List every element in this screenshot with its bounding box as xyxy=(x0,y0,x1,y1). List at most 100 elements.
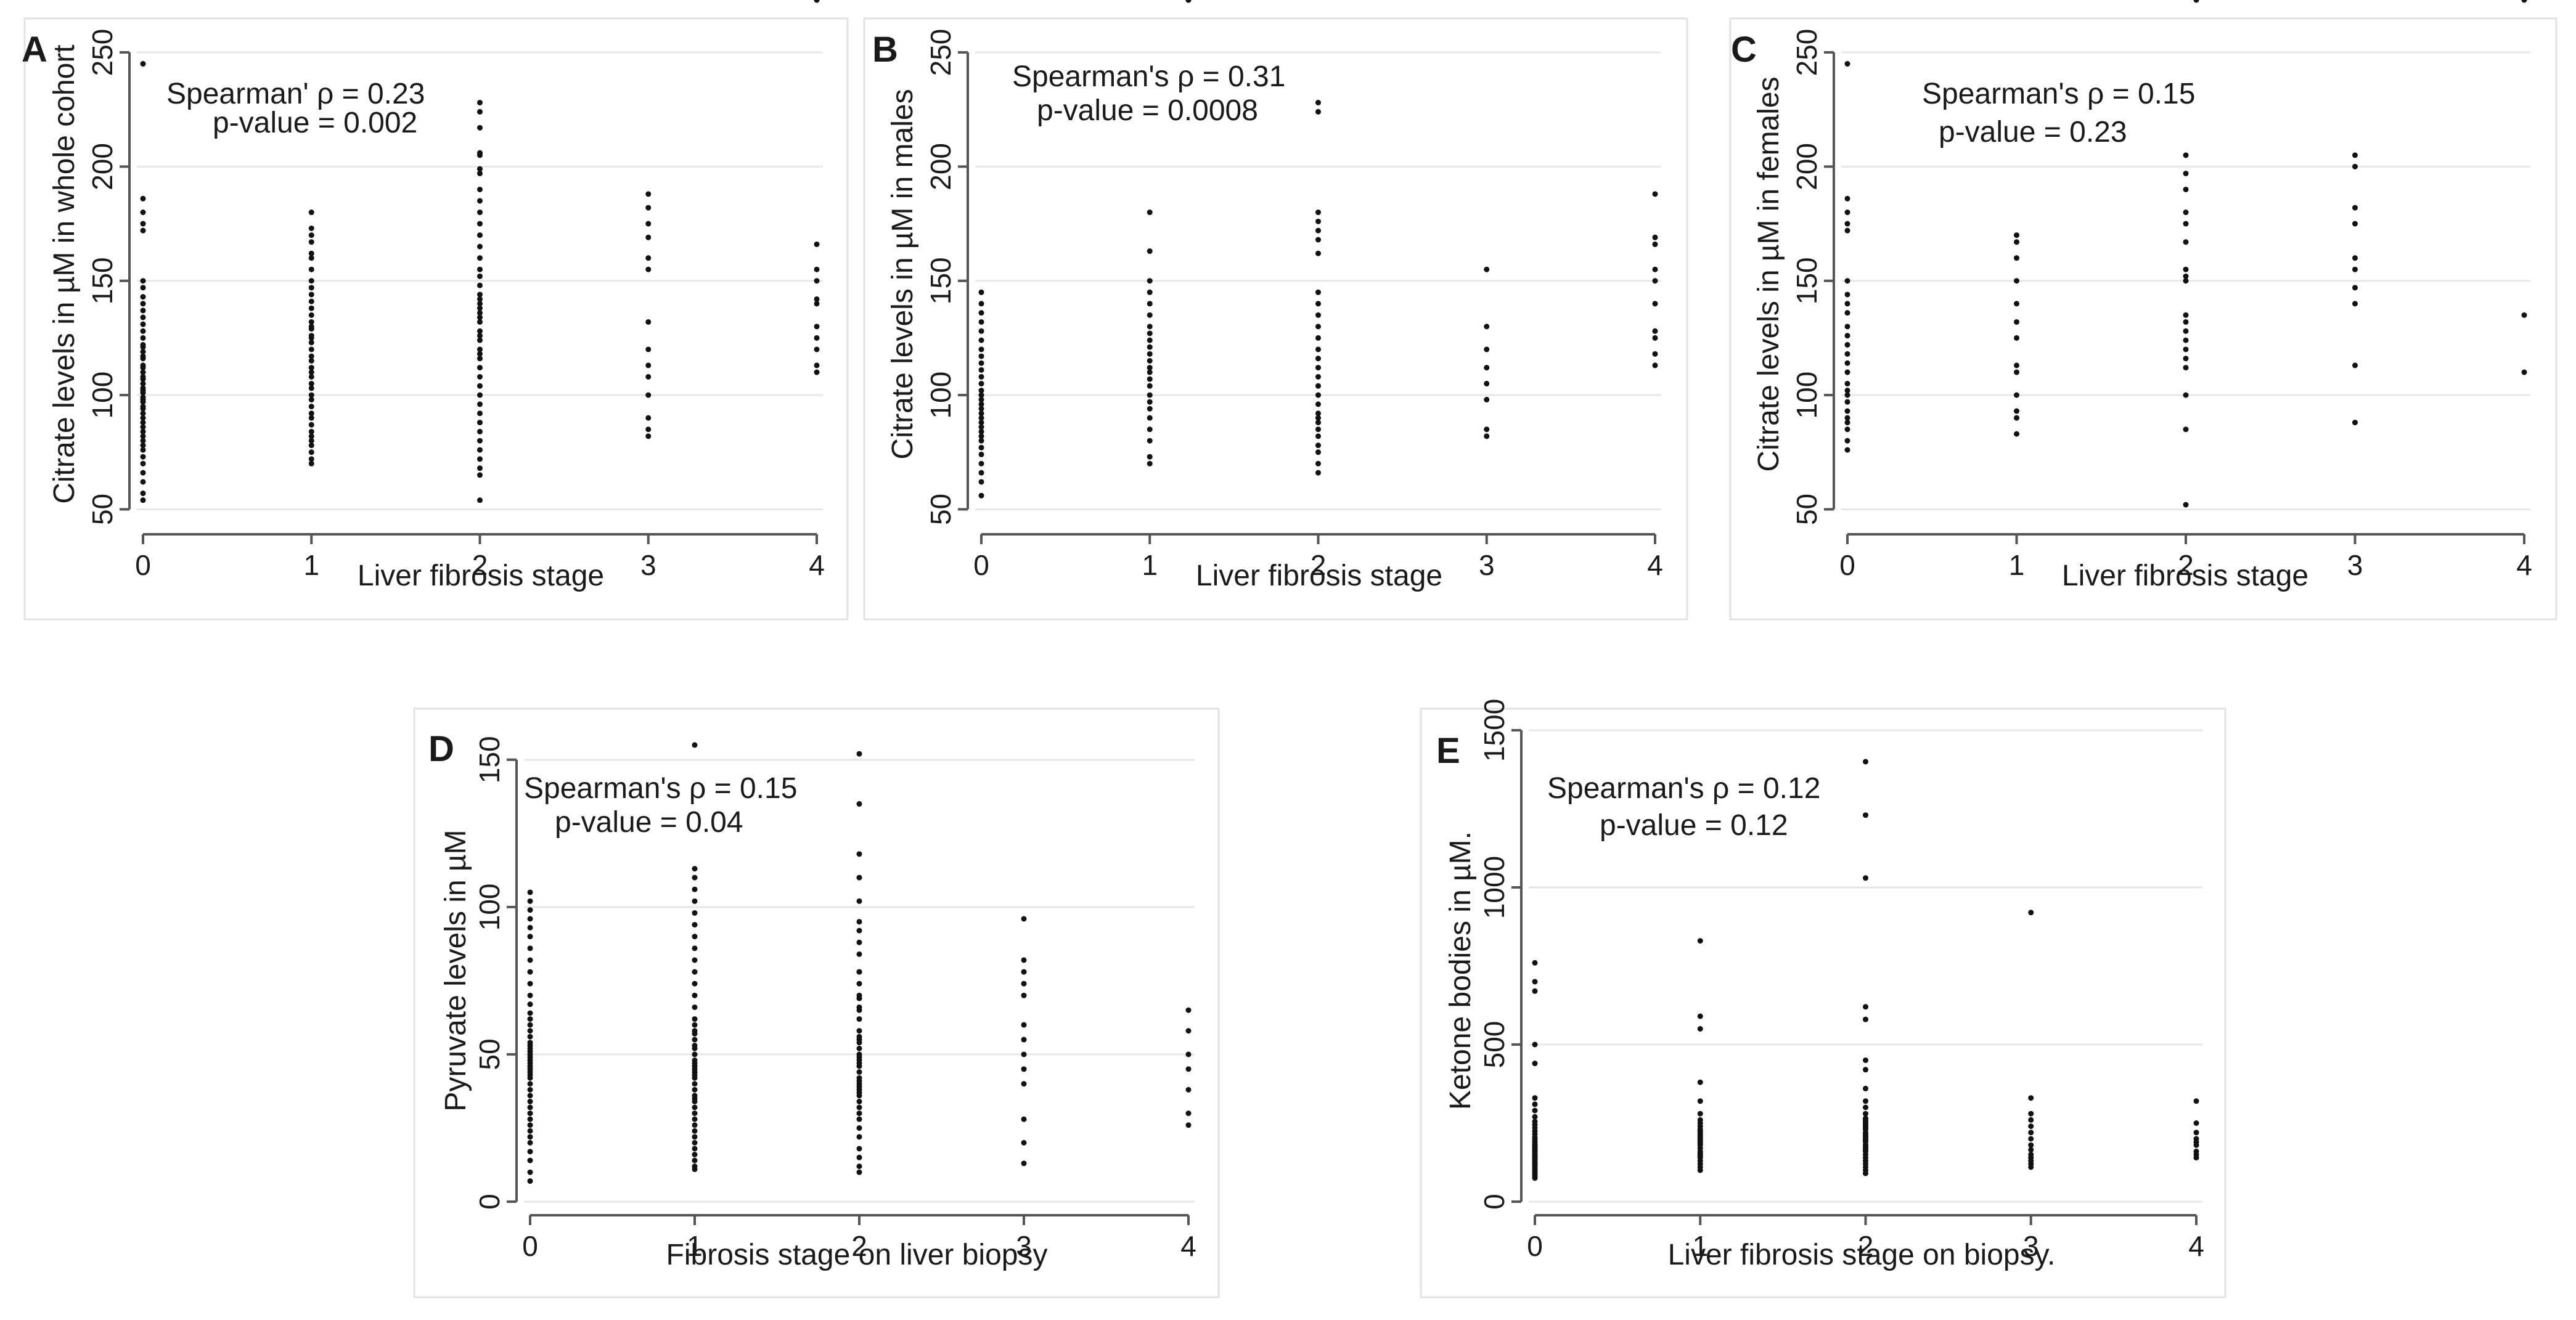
a-point xyxy=(477,438,483,444)
b-y-tick-label-1: 100 xyxy=(925,372,957,419)
a-point xyxy=(814,0,820,3)
panel-d-letter: D xyxy=(428,729,454,769)
d-point xyxy=(692,898,698,904)
a-point xyxy=(140,454,146,460)
b-point xyxy=(1147,438,1153,444)
e-point xyxy=(2028,1142,2034,1148)
c-point xyxy=(1844,369,1850,375)
b-point xyxy=(1147,324,1153,330)
a-point xyxy=(814,362,820,369)
a-point xyxy=(477,186,483,192)
d-point xyxy=(1021,957,1027,963)
d-point xyxy=(1185,1028,1192,1034)
d-point xyxy=(692,1037,698,1043)
a-point xyxy=(477,346,483,352)
a-point xyxy=(140,335,146,341)
e-point xyxy=(2193,0,2199,3)
a-point xyxy=(645,266,652,272)
b-point xyxy=(1315,442,1321,449)
e-point xyxy=(1863,812,1868,818)
e-point xyxy=(1863,1138,1868,1144)
c-point xyxy=(1844,351,1850,357)
a-point xyxy=(140,210,146,216)
panel-d-annotation-line2: p-value = 0.04 xyxy=(555,806,743,839)
d-point xyxy=(527,898,533,904)
c-point xyxy=(2014,239,2019,245)
b-x-tick-label-2: 2 xyxy=(1310,549,1327,581)
b-point xyxy=(1315,324,1321,330)
b-point xyxy=(1315,470,1321,476)
e-x-tick-label-4: 4 xyxy=(2188,1230,2204,1262)
e-point xyxy=(2028,1110,2034,1117)
a-point xyxy=(645,426,652,433)
b-point xyxy=(978,397,984,403)
d-point xyxy=(1021,1037,1027,1043)
b-y-tick-label-2: 150 xyxy=(925,257,957,304)
d-point xyxy=(1021,992,1027,998)
b-point xyxy=(1147,369,1153,375)
a-point xyxy=(814,346,820,352)
panel-a-letter: A xyxy=(22,30,47,70)
d-point xyxy=(527,1104,533,1110)
a-point xyxy=(477,305,483,311)
d-point xyxy=(527,1093,533,1099)
a-x-tick-label-3: 3 xyxy=(640,549,656,581)
d-point xyxy=(856,898,862,904)
a-point xyxy=(645,191,652,197)
c-point xyxy=(2352,285,2358,291)
e-point xyxy=(1532,959,1538,966)
d-x-tick-label-1: 1 xyxy=(687,1230,703,1262)
a-point xyxy=(477,447,483,453)
c-point xyxy=(1844,420,1850,426)
d-point xyxy=(527,1157,533,1163)
b-point xyxy=(1652,335,1658,341)
e-y-tick-label-2: 1000 xyxy=(1478,856,1510,919)
c-point xyxy=(1844,227,1850,234)
c-point xyxy=(2014,431,2019,437)
c-point xyxy=(2352,255,2358,261)
d-point xyxy=(527,1075,533,1081)
c-point xyxy=(2352,205,2358,211)
d-point xyxy=(856,1040,862,1046)
a-point xyxy=(814,369,820,375)
panel-b-letter: B xyxy=(872,30,898,70)
a-point xyxy=(477,266,483,272)
a-point xyxy=(308,312,314,318)
a-point xyxy=(477,465,483,471)
c-point xyxy=(2521,312,2527,318)
panel-c-marks: 50 100 150 200 250 0 1 2 3 4 xyxy=(1791,0,2532,581)
e-x-tick-label-1: 1 xyxy=(1692,1230,1708,1262)
a-point xyxy=(814,278,820,284)
a-point xyxy=(645,255,652,261)
a-point xyxy=(645,319,652,325)
e-point xyxy=(2028,1136,2034,1142)
c-point xyxy=(1844,426,1850,433)
c-point xyxy=(2014,278,2019,284)
d-point xyxy=(527,1022,533,1028)
b-point xyxy=(1147,460,1153,466)
b-point xyxy=(1652,234,1658,240)
b-point xyxy=(1315,449,1321,455)
a-point xyxy=(477,301,483,307)
a-point xyxy=(140,405,146,412)
a-point xyxy=(140,353,146,359)
a-y-tick-label-3: 200 xyxy=(86,143,118,190)
b-point xyxy=(978,492,984,499)
a-point xyxy=(308,346,314,352)
b-point xyxy=(978,401,984,407)
b-point xyxy=(1147,415,1153,421)
a-point xyxy=(814,301,820,307)
a-point xyxy=(308,397,314,403)
b-point xyxy=(1315,410,1321,417)
e-point xyxy=(1532,1114,1538,1120)
a-point xyxy=(645,221,652,227)
b-point xyxy=(1484,426,1490,433)
d-y-tick-label-0: 0 xyxy=(473,1194,505,1210)
b-point xyxy=(1484,324,1490,330)
b-point xyxy=(1147,337,1153,343)
a-point xyxy=(140,381,146,387)
panel-b-annotation-line1: Spearman's ρ = 0.31 xyxy=(1012,60,1285,93)
a-point xyxy=(477,210,483,216)
d-point xyxy=(692,1072,698,1078)
c-point xyxy=(2183,392,2189,398)
